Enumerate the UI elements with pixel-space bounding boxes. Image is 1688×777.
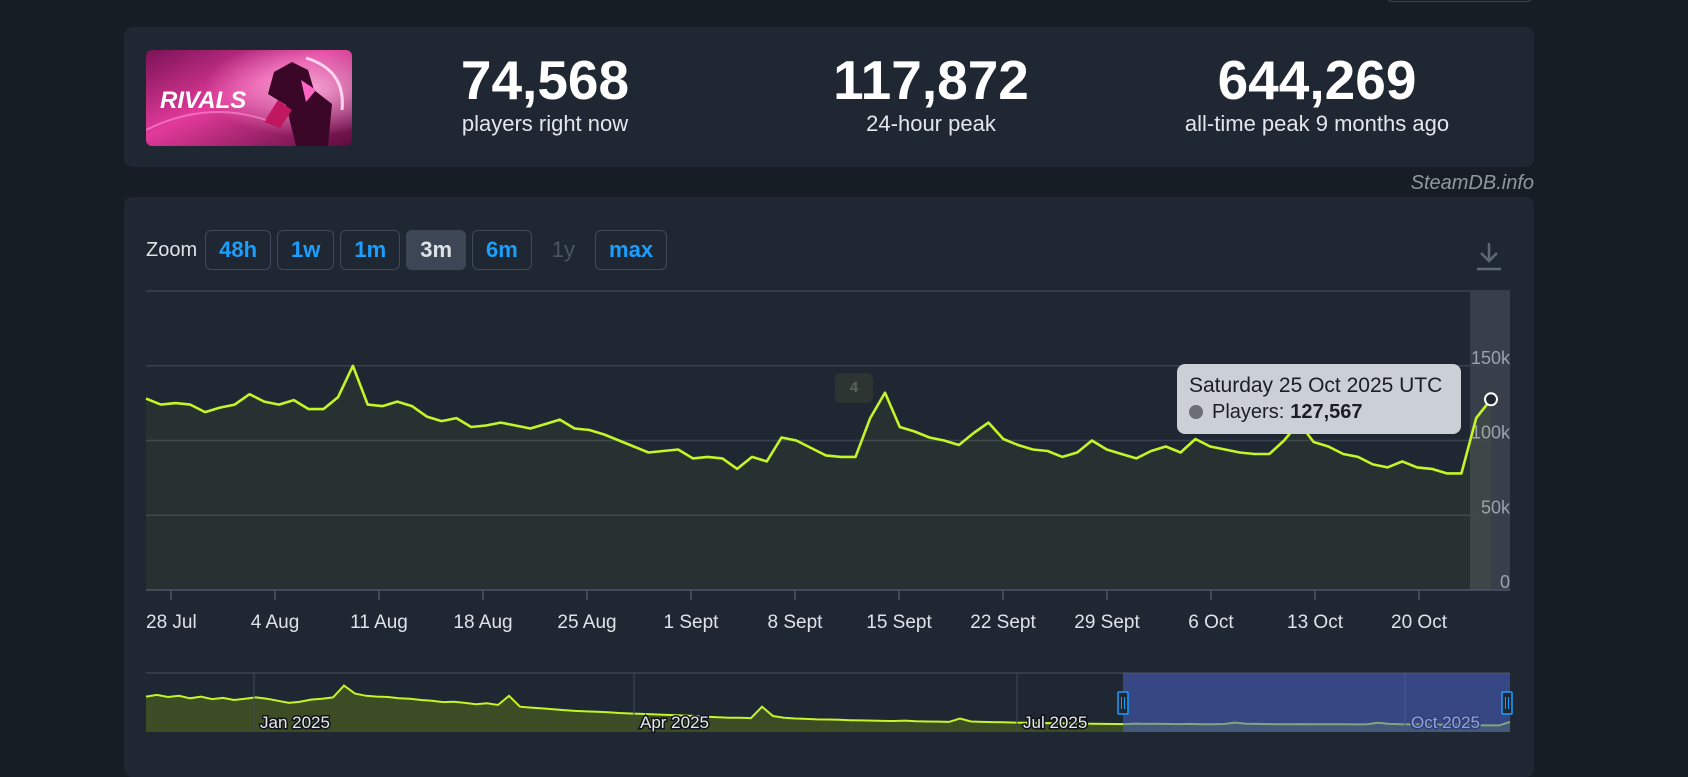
stat-label: all-time peak 9 months ago (1184, 111, 1450, 136)
tooltip-series: Players: (1212, 401, 1285, 423)
zoom-max-button[interactable]: max (595, 230, 668, 270)
x-tick-label: 22 Sept (970, 612, 1036, 633)
series-marker-icon (1189, 405, 1203, 419)
y-tick-label: 100k (1471, 423, 1511, 443)
x-tick-label: 15 Sept (866, 612, 932, 633)
stat-value: 117,872 (833, 49, 1029, 111)
y-tick-label: 0 (1500, 572, 1510, 592)
top-control-edge (1386, 0, 1533, 2)
tooltip-date: Saturday 25 Oct 2025 UTC (1189, 374, 1443, 397)
stat-all-time-peak: 644,269 all-time peak 9 months ago (1137, 49, 1497, 137)
annotation-flag[interactable]: 4 (835, 373, 873, 403)
stat-current-players: 74,568 players right now (365, 49, 725, 137)
stat-label: 24-hour peak (866, 111, 996, 136)
x-tick-label: 29 Sept (1074, 612, 1140, 633)
zoom-1w-button[interactable]: 1w (277, 230, 335, 270)
game-logo-text: RIVALS (160, 87, 246, 114)
tooltip-row: Players: 127,567 (1189, 399, 1449, 425)
x-tick-label: 8 Sept (768, 612, 824, 633)
series-line (145, 364, 1493, 475)
stat-24h-peak: 117,872 24-hour peak (751, 49, 1111, 137)
x-tick-label: 18 Aug (453, 612, 512, 633)
series-area (146, 365, 1491, 590)
x-tick-label: 6 Oct (1188, 612, 1234, 633)
steamdb-credit[interactable]: SteamDB.info (1410, 172, 1534, 194)
navigator-handle[interactable] (1501, 691, 1513, 715)
navigator-tick-label: Jan 2025 (260, 713, 330, 732)
x-tick-label: 20 Oct (1391, 612, 1448, 633)
navigator-selection[interactable] (1123, 673, 1510, 732)
navigator-tick-label: Jul 2025 (1023, 713, 1087, 732)
chart-panel: Zoom 48h 1w 1m 3m 6m 1y max 0 50k 100k 150k… (124, 197, 1534, 777)
game-art: RIVALS (146, 50, 352, 146)
navigator-area (146, 685, 1510, 732)
x-tick-label: 25 Aug (557, 612, 616, 633)
zoom-3m-button[interactable]: 3m (406, 230, 466, 270)
zoom-label: Zoom (146, 238, 198, 261)
zoom-bar: Zoom 48h 1w 1m 3m 6m 1y max (146, 229, 673, 271)
zoom-1m-button[interactable]: 1m (340, 230, 401, 270)
player-count-chart[interactable]: 0 50k 100k 150k 28 Jul 4 Aug 11 Aug 18 Aug 25 Au… (124, 197, 1534, 759)
stat-value: 644,269 (1217, 49, 1417, 111)
y-tick-label: 150k (1471, 348, 1511, 368)
stats-panel: RIVALS 74,568 players right now 117,872 … (124, 27, 1534, 167)
x-tick-label: 11 Aug (350, 612, 408, 633)
chart-tooltip: Saturday 25 Oct 2025 UTC Players: 127,56… (1177, 364, 1461, 434)
stat-value: 74,568 (460, 49, 630, 111)
game-header-image[interactable]: RIVALS (146, 50, 352, 146)
x-tick-label: 4 Aug (251, 612, 300, 633)
navigator-handle[interactable] (1117, 691, 1129, 715)
x-tick-label: 1 Sept (664, 612, 720, 633)
navigator-tick-label: Apr 2025 (640, 713, 709, 732)
stat-label: players right now (461, 111, 629, 136)
y-tick-label: 50k (1481, 497, 1511, 517)
x-tick-label: 28 Jul (146, 612, 197, 633)
zoom-48h-button[interactable]: 48h (205, 230, 272, 270)
x-tick-label: 13 Oct (1287, 612, 1344, 633)
hover-point (1484, 392, 1498, 407)
zoom-1y-button: 1y (538, 230, 589, 270)
zoom-6m-button[interactable]: 6m (472, 230, 532, 270)
download-icon[interactable] (1474, 239, 1504, 273)
tooltip-value: 127,567 (1290, 401, 1363, 423)
